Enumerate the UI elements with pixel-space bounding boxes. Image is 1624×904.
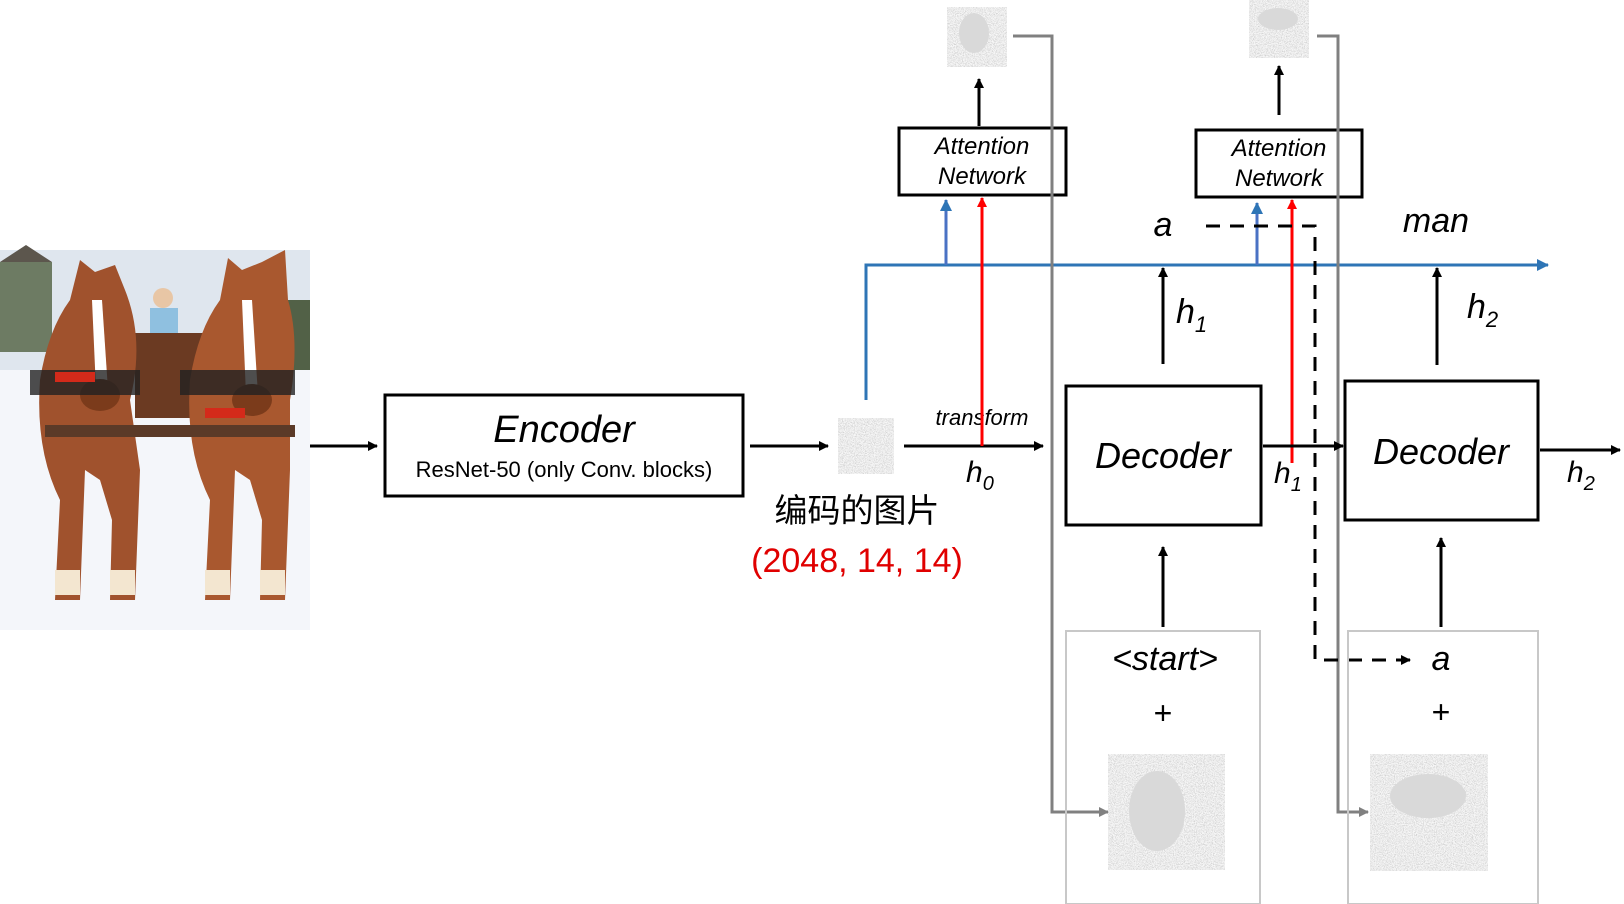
attention-map-small-1 — [947, 7, 1007, 67]
weighted-encoding-1 — [1108, 754, 1225, 870]
dashed-word-feedback — [1206, 224, 1411, 665]
encoder-title: Encoder — [493, 409, 636, 451]
input-panel-1 — [1065, 630, 1261, 904]
h2-right-label: h2 — [1567, 456, 1595, 495]
gray-path-map1-to-input — [1013, 34, 1109, 817]
attention-1-line1: Attention — [933, 133, 1030, 160]
plus-sign-2: + — [1432, 694, 1451, 730]
decoder-1-label: Decoder — [1095, 435, 1233, 476]
decoder-box-2 — [1343, 379, 1540, 522]
gray-path-map2-to-input — [1317, 34, 1369, 817]
attention-network-1 — [897, 126, 1068, 197]
prev-word-token: a — [1432, 640, 1451, 678]
input-panel-2 — [1347, 630, 1539, 904]
h2-top-label: h2 — [1467, 288, 1498, 332]
weighted-encoding-2 — [1370, 754, 1488, 871]
h1-top-label: h1 — [1176, 293, 1207, 337]
attention-2-line1: Attention — [1230, 135, 1327, 162]
decoder-box-1 — [1064, 384, 1263, 527]
encoded-image-shape: (2048, 14, 14) — [751, 542, 963, 580]
predicted-word-1: a — [1154, 206, 1173, 244]
encoded-feature-line — [864, 259, 1549, 400]
encoded-image-label: 编码的图片 — [775, 491, 940, 530]
start-token: <start> — [1112, 640, 1218, 678]
driver-head — [153, 288, 173, 308]
encoder-box — [383, 393, 745, 498]
attention-network-2 — [1194, 128, 1364, 199]
plus-sign-1: + — [1154, 695, 1173, 731]
attention-2-line2: Network — [1235, 165, 1325, 192]
decoder-2-label: Decoder — [1373, 431, 1511, 472]
attention-map-small-2 — [1249, 0, 1309, 58]
predicted-word-2: man — [1403, 202, 1469, 240]
h1-right-label: h1 — [1274, 457, 1302, 496]
attention-1-line2: Network — [938, 163, 1028, 190]
h0-label: h0 — [966, 456, 994, 495]
input-photo — [0, 245, 310, 630]
encoded-image-thumbnail — [838, 418, 894, 474]
encoder-subtitle: ResNet-50 (only Conv. blocks) — [416, 457, 713, 482]
